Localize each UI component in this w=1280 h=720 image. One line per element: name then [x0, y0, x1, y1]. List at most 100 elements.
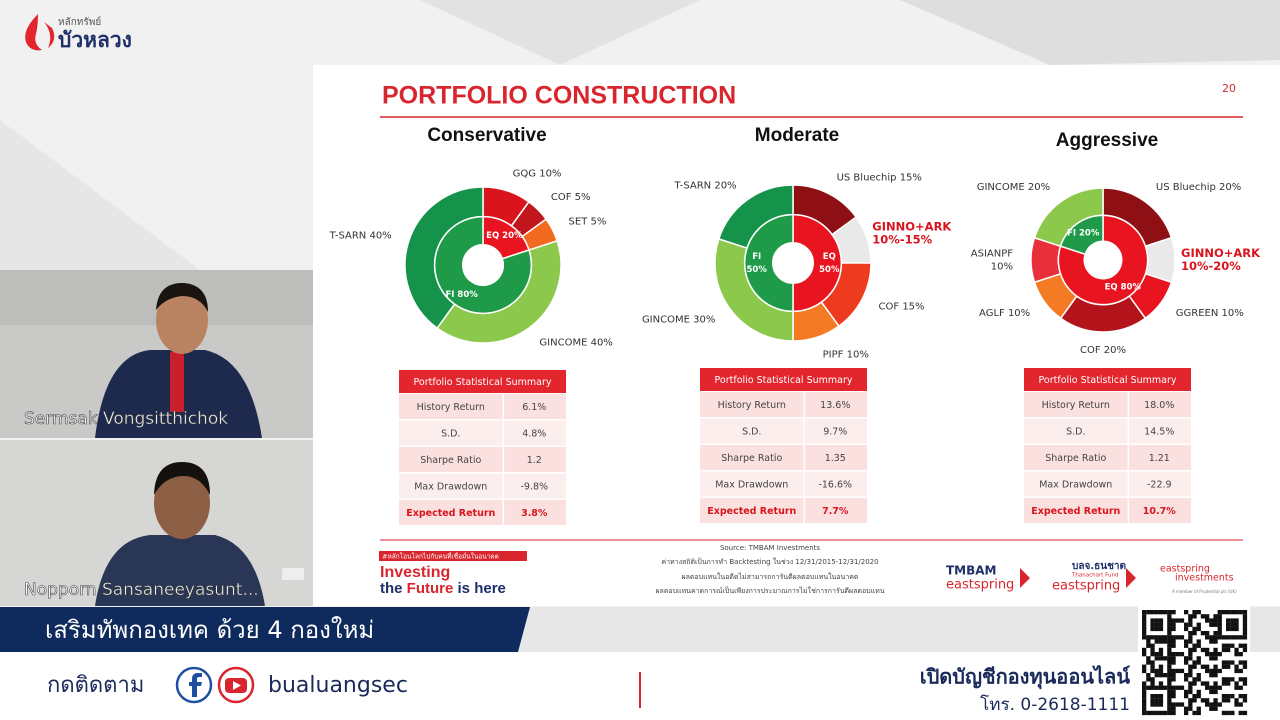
qr-cell: [1163, 673, 1168, 678]
qr-cell: [1221, 660, 1227, 665]
qr-cell: [1213, 614, 1218, 619]
summary-value: 6.1%: [522, 402, 546, 413]
summary-label: Sharpe Ratio: [1045, 453, 1106, 464]
qr-cell: [1171, 622, 1176, 627]
qr-cell: [1142, 694, 1147, 699]
qr-cell: [1196, 639, 1201, 644]
qr-cell: [1221, 610, 1227, 615]
qr-cell: [1217, 618, 1222, 623]
qr-cell: [1188, 635, 1193, 640]
qr-cell: [1213, 635, 1218, 640]
segment-label: 10%: [991, 262, 1013, 273]
summary-label: Sharpe Ratio: [721, 453, 782, 464]
summary-row: [1129, 445, 1191, 470]
qr-cell: [1142, 618, 1147, 623]
qr-cell: [1188, 618, 1193, 623]
qr-cell: [1154, 673, 1159, 678]
qr-cell: [1142, 622, 1147, 627]
qr-cell: [1150, 710, 1155, 716]
qr-cell: [1184, 694, 1189, 699]
qr-cell: [1213, 685, 1218, 690]
social-handle[interactable]: bualuangsec: [268, 673, 408, 698]
qr-cell: [1175, 668, 1180, 674]
note: ค่าทางสถิติเป็นการทำ Backtesting ในช่วง …: [661, 557, 878, 566]
qr-cell: [1192, 677, 1197, 682]
qr-cell: [1205, 647, 1210, 653]
qr-cell: [1158, 694, 1164, 699]
slogan-word: Future: [407, 580, 454, 597]
qr-cell: [1163, 639, 1168, 644]
qr-cell: [1192, 614, 1197, 619]
qr-cell: [1142, 681, 1147, 686]
segment-label: GGREEN 10%: [1176, 308, 1244, 319]
summary-label: S.D.: [1066, 426, 1085, 437]
summary-row: [1129, 392, 1191, 417]
qr-cell: [1150, 618, 1155, 623]
summary-row: [1129, 471, 1191, 497]
logo-flame: [44, 22, 55, 48]
qr-cell: [1200, 698, 1206, 703]
qr-cell: [1230, 618, 1235, 623]
qr-cell: [1150, 647, 1155, 653]
qr-cell: [1158, 635, 1164, 640]
summary-row: [399, 394, 503, 419]
qr-cell: [1142, 710, 1147, 716]
qr-cell: [1221, 643, 1227, 648]
qr-cell: [1184, 622, 1189, 627]
qr-cell: [1242, 631, 1248, 636]
qr-cell: [1200, 647, 1206, 653]
qr-cell: [1171, 635, 1176, 640]
qr-cell: [1184, 639, 1189, 644]
qr-cell: [1142, 635, 1147, 640]
qr-cell: [1167, 681, 1172, 686]
qr-cell: [1188, 668, 1193, 674]
qr-cell: [1230, 635, 1235, 640]
qr-cell: [1142, 626, 1147, 632]
qr-cell: [1188, 656, 1193, 661]
qr-cell: [1179, 618, 1185, 623]
qr-cell: [1167, 643, 1172, 648]
qr-cell: [1221, 710, 1227, 716]
tagline: #หลักโอนโลกไปกับคนที่เชื่อมั่นในอนาคต: [382, 552, 499, 561]
qr-cell: [1226, 694, 1231, 699]
qr-cell: [1230, 610, 1235, 615]
qr-cell: [1213, 681, 1218, 686]
qr-cell: [1167, 660, 1172, 665]
qr-cell: [1200, 681, 1206, 686]
qr-cell: [1226, 664, 1231, 669]
qr-cell: [1179, 668, 1185, 674]
slogan: Investing: [380, 564, 450, 581]
qr-cell: [1196, 689, 1201, 695]
logo-es-sub: investments: [1175, 573, 1234, 584]
summary-value: 10.7%: [1143, 506, 1176, 517]
qr-cell: [1167, 647, 1172, 653]
summary-row: [700, 445, 804, 470]
qr-cell: [1158, 673, 1164, 678]
qr-cell: [1146, 610, 1151, 615]
qr-cell: [1221, 677, 1227, 682]
participant-name: Nopporn Sansaneeyasunt...: [24, 580, 259, 600]
person-body: [95, 535, 265, 606]
qr-cell: [1158, 710, 1164, 716]
qr-cell: [1150, 652, 1155, 657]
qr-cell: [1200, 664, 1206, 669]
qr-cell: [1213, 647, 1218, 653]
qr-cell: [1242, 614, 1248, 619]
qr-cell: [1213, 706, 1218, 711]
summary-header: [1024, 368, 1191, 391]
qr-cell: [1209, 685, 1214, 690]
qr-cell: [1158, 656, 1164, 661]
summary-label: Expected Return: [406, 508, 495, 519]
segment-label: T-SARN 20%: [674, 180, 737, 191]
logo-big: บัวหลวง: [58, 28, 132, 52]
qr-cell: [1163, 635, 1168, 640]
qr-cell: [1188, 639, 1193, 644]
qr-cell: [1238, 685, 1243, 690]
qr-cell: [1230, 677, 1235, 682]
qr-cell: [1184, 626, 1189, 632]
qr-cell: [1234, 647, 1239, 653]
inner-label: 50%: [747, 265, 768, 275]
qr-cell: [1213, 622, 1218, 627]
inner-segment: [743, 213, 794, 313]
